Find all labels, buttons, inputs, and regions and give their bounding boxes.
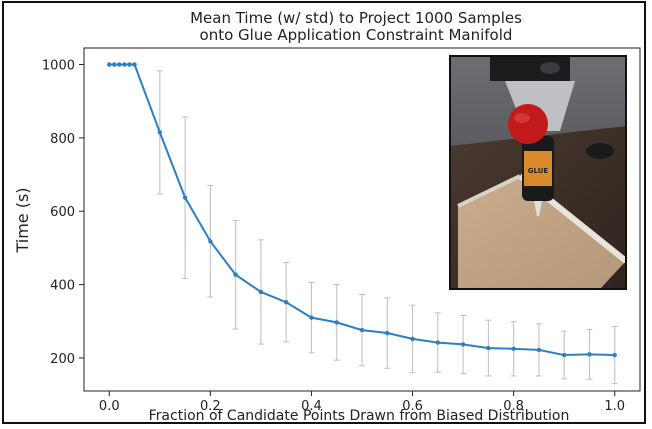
data-point	[536, 347, 542, 353]
data-point	[117, 62, 122, 67]
data-point	[309, 315, 314, 320]
cardboard-box	[458, 176, 626, 289]
data-point	[182, 195, 188, 200]
y-axis-ticks: 200 400 600 800 1000	[42, 59, 84, 367]
cap-highlight	[514, 113, 530, 123]
chair-wheel	[586, 143, 614, 159]
data-point	[208, 239, 213, 244]
y-tick-label: 600	[50, 205, 75, 220]
data-point	[122, 62, 127, 67]
inset-photo: GLUE	[449, 55, 628, 290]
data-point	[359, 327, 365, 333]
data-point	[486, 345, 491, 351]
x-tick-label: 0.6	[402, 399, 423, 414]
data-point	[410, 336, 415, 342]
inset-border	[449, 55, 627, 290]
glue-label-art: GLUE	[528, 167, 549, 175]
data-point	[157, 130, 163, 135]
y-tick-label: 200	[50, 352, 75, 367]
x-tick-label: 0.4	[301, 399, 322, 414]
glue-bottle-label	[524, 151, 552, 186]
chart-svg: Mean Time (w/ std) to Project 1000 Sampl…	[13, 9, 641, 422]
data-point	[460, 342, 466, 347]
title-line-2: onto Glue Application Constraint Manifol…	[200, 26, 513, 44]
glue-nozzle	[534, 201, 542, 216]
x-tick-label: 1.0	[604, 399, 625, 414]
x-tick-label: 0.0	[99, 399, 120, 414]
data-point	[258, 289, 264, 295]
y-tick-label: 1000	[42, 59, 75, 74]
series-layer	[107, 62, 617, 358]
plot-area	[83, 47, 641, 392]
x-tick-label: 0.2	[200, 399, 221, 414]
title-line-1: Mean Time (w/ std) to Project 1000 Sampl…	[190, 9, 522, 27]
box-top-edge	[457, 174, 521, 208]
data-point	[127, 62, 132, 67]
data-point	[233, 272, 238, 277]
x-axis-ticks: 0.0 0.2 0.4 0.6 0.8 1.0	[99, 391, 625, 414]
data-point	[435, 340, 441, 345]
data-point	[283, 300, 289, 305]
red-cap	[508, 104, 548, 144]
y-axis-label: Time (s)	[13, 187, 32, 253]
data-point	[112, 62, 117, 67]
chart-title: Mean Time (w/ std) to Project 1000 Sampl…	[190, 9, 522, 44]
y-tick-label: 400	[50, 279, 75, 294]
data-point	[132, 62, 137, 67]
data-point	[612, 352, 617, 358]
data-point	[511, 346, 516, 352]
figure-frame: Mean Time (w/ std) to Project 1000 Sampl…	[2, 1, 646, 424]
x-tick-label: 0.8	[503, 399, 524, 414]
data-point	[334, 320, 339, 325]
robot-joint	[540, 62, 560, 74]
y-tick-label: 800	[50, 132, 75, 147]
x-axis-label: Fraction of Candidate Points Drawn from …	[149, 408, 570, 422]
data-point	[107, 62, 112, 67]
data-point	[561, 352, 567, 358]
data-point	[587, 352, 592, 357]
data-point	[385, 330, 390, 336]
